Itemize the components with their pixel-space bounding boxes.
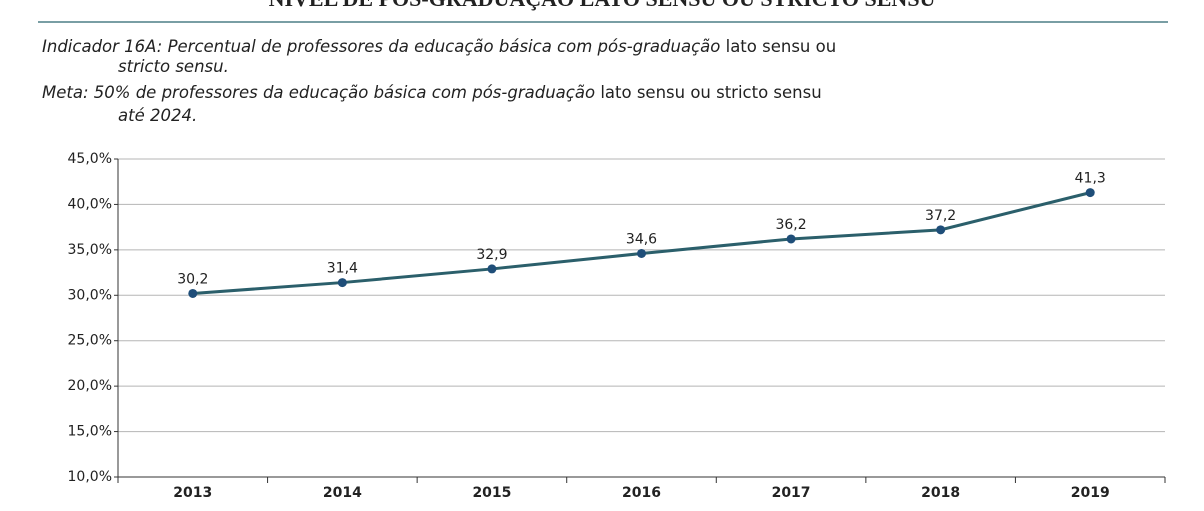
goal-label: Meta: <box>42 83 89 102</box>
y-tick-label: 40,0% <box>68 196 112 212</box>
x-tick-label: 2018 <box>921 485 960 501</box>
y-tick-label: 25,0% <box>68 333 112 349</box>
indicator-text: Percentual de professores da educação bá… <box>168 37 721 56</box>
goal-line: Meta: 50% de professores da educação bás… <box>42 83 822 102</box>
indicator-label: Indicador 16A: <box>42 37 162 56</box>
x-tick-label: 2015 <box>472 485 511 501</box>
x-tick-label: 2014 <box>323 485 362 501</box>
value-label: 31,4 <box>327 261 358 277</box>
y-tick-label: 45,0% <box>68 151 112 167</box>
x-tick-label: 2016 <box>622 485 661 501</box>
value-label: 34,6 <box>626 231 657 247</box>
value-label: 37,2 <box>925 208 956 224</box>
goal-text: lato sensu ou stricto sensu <box>600 83 821 102</box>
y-tick-label: 10,0% <box>68 469 112 485</box>
y-tick-label: 35,0% <box>68 242 112 258</box>
data-point <box>188 288 198 298</box>
goal-text: 50% de professores da educação básica co… <box>94 83 595 102</box>
data-point <box>936 225 946 235</box>
x-tick-label: 2017 <box>772 485 811 501</box>
data-point <box>637 248 646 258</box>
x-tick-label: 2013 <box>173 485 212 501</box>
goal-text: até 2024. <box>118 106 197 125</box>
value-label: 30,2 <box>177 271 208 287</box>
y-tick-label: 20,0% <box>68 378 112 394</box>
indicator-text: stricto sensu. <box>118 57 229 76</box>
y-tick-label: 15,0% <box>68 424 112 440</box>
value-label: 32,9 <box>476 247 507 263</box>
y-tick-label: 30,0% <box>68 287 112 303</box>
data-point <box>487 264 497 274</box>
x-tick-label: 2019 <box>1071 485 1110 501</box>
value-label: 41,3 <box>1075 171 1106 187</box>
page-title: NÍVEL DE PÓS-GRADUAÇÃO LATO SENSU OU STR… <box>269 0 936 11</box>
data-point <box>786 234 796 244</box>
data-point <box>337 278 347 288</box>
indicator-text: lato sensu ou <box>726 37 837 56</box>
indicator-line: Indicador 16A: Percentual de professores… <box>42 37 836 56</box>
value-label: 36,2 <box>775 217 806 233</box>
data-point <box>1085 188 1095 198</box>
